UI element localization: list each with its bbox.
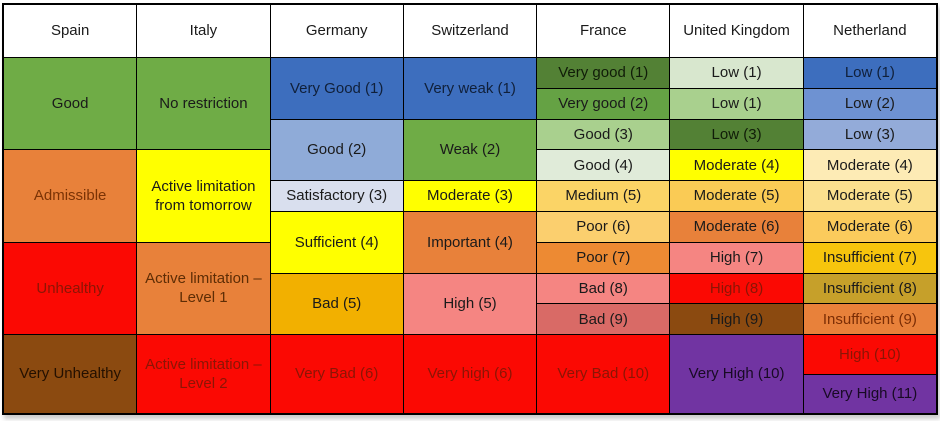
column-header-italy: Italy (137, 5, 270, 57)
cell-france-poor-7-r7: Poor (7) (537, 242, 670, 273)
cell-netherland-low-3-r3: Low (3) (803, 119, 936, 150)
cell-spain-good-r1: Good (4, 58, 137, 150)
cell-united-kingdom-high-8-r8: High (8) (670, 273, 803, 304)
cell-italy-active-limitation-level-1-r7: Active limitation – Level 1 (137, 242, 270, 335)
cell-united-kingdom-low-1-r1: Low (1) (670, 58, 803, 88)
cell-netherland-very-high-11-r11: Very High (11) (803, 374, 936, 414)
column-header-switzerland: Switzerland (403, 5, 537, 57)
cell-netherland-moderate-6-r6: Moderate (6) (803, 211, 936, 242)
column-header-france: France (537, 5, 670, 57)
cell-spain-admissible-r4: Admissible (4, 150, 137, 242)
cell-france-medium-5-r5: Medium (5) (537, 181, 670, 211)
cell-france-very-bad-10-r10: Very Bad (10) (537, 335, 670, 414)
cell-switzerland-very-weak-1-r1: Very weak (1) (403, 58, 537, 119)
cell-switzerland-moderate-3-r5: Moderate (3) (403, 181, 537, 211)
column-header-netherland: Netherland (803, 5, 936, 57)
column-header-spain: Spain (4, 5, 137, 57)
column-header-united-kingdom: United Kingdom (670, 5, 803, 57)
cell-germany-sufficient-4-r6: Sufficient (4) (270, 211, 403, 273)
cell-netherland-low-2-r2: Low (2) (803, 88, 936, 119)
cell-united-kingdom-low-3-r3: Low (3) (670, 119, 803, 150)
cell-france-bad-8-r8: Bad (8) (537, 273, 670, 304)
cell-spain-unhealthy-r7: Unhealthy (4, 242, 137, 335)
cell-france-bad-9-r9: Bad (9) (537, 304, 670, 335)
cell-germany-bad-5-r8: Bad (5) (270, 273, 403, 335)
cell-italy-active-limitation-level-2-r10: Active limitation – Level 2 (137, 335, 270, 414)
cell-switzerland-important-4-r6: Important (4) (403, 211, 537, 273)
cell-netherland-low-1-r1: Low (1) (803, 58, 936, 88)
cell-italy-no-restriction-r1: No restriction (137, 58, 270, 150)
cell-united-kingdom-high-7-r7: High (7) (670, 242, 803, 273)
cell-netherland-moderate-4-r4: Moderate (4) (803, 150, 936, 181)
cell-netherland-insufficient-9-r9: Insufficient (9) (803, 304, 936, 335)
cell-united-kingdom-high-9-r9: High (9) (670, 304, 803, 335)
cell-united-kingdom-very-high-10-r10: Very High (10) (670, 335, 803, 414)
cell-germany-very-good-1-r1: Very Good (1) (270, 58, 403, 119)
cell-france-very-good-2-r2: Very good (2) (537, 88, 670, 119)
cell-germany-very-bad-6-r10: Very Bad (6) (270, 335, 403, 414)
cell-spain-very-unhealthy-r10: Very Unhealthy (4, 335, 137, 414)
cell-italy-active-limitation-from-tomorrow-r4: Active limitation from tomorrow (137, 150, 270, 242)
cell-germany-satisfactory-3-r5: Satisfactory (3) (270, 181, 403, 211)
cell-switzerland-high-5-r8: High (5) (403, 273, 537, 335)
cell-germany-good-2-r3: Good (2) (270, 119, 403, 181)
cell-france-good-4-r4: Good (4) (537, 150, 670, 181)
cell-france-good-3-r3: Good (3) (537, 119, 670, 150)
cell-united-kingdom-moderate-4-r4: Moderate (4) (670, 150, 803, 181)
cell-netherland-high-10-r10: High (10) (803, 335, 936, 374)
cell-netherland-insufficient-8-r8: Insufficient (8) (803, 273, 936, 304)
aqi-comparison-table: Spain Good Admissible Unhealthy Very Unhealt… (2, 3, 938, 416)
cell-netherland-insufficient-7-r7: Insufficient (7) (803, 242, 936, 273)
cell-netherland-moderate-5-r5: Moderate (5) (803, 181, 936, 211)
cell-united-kingdom-low-1-r2: Low (1) (670, 88, 803, 119)
cell-france-very-good-1-r1: Very good (1) (537, 58, 670, 88)
cell-france-poor-6-r6: Poor (6) (537, 211, 670, 242)
cell-switzerland-very-high-6-r10: Very high (6) (403, 335, 537, 414)
column-header-germany: Germany (270, 5, 403, 57)
cell-united-kingdom-moderate-6-r6: Moderate (6) (670, 211, 803, 242)
cell-switzerland-weak-2-r3: Weak (2) (403, 119, 537, 181)
cell-united-kingdom-moderate-5-r5: Moderate (5) (670, 181, 803, 211)
